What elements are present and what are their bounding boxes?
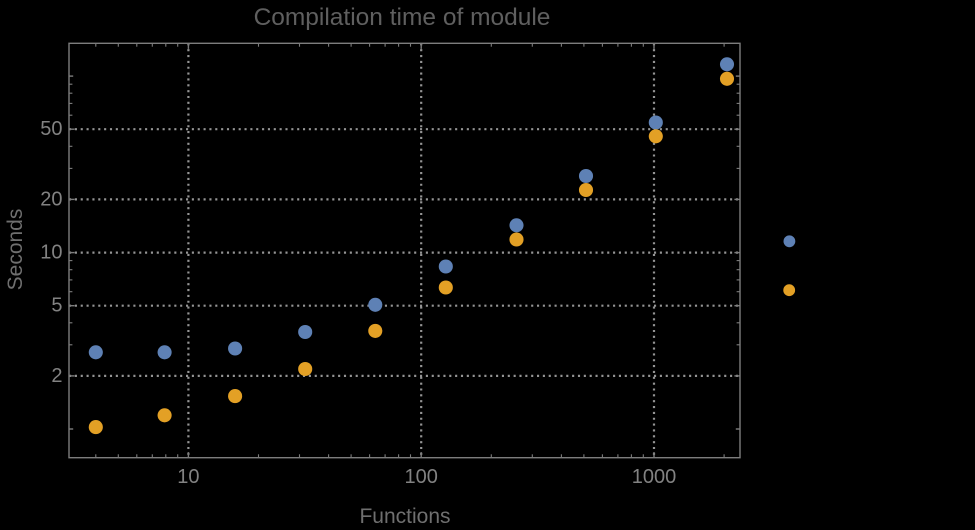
svg-text:1000: 1000	[632, 466, 677, 488]
svg-text:2: 2	[51, 365, 62, 387]
svg-text:100: 100	[405, 466, 438, 488]
svg-text:10: 10	[177, 466, 199, 488]
svg-text:20: 20	[40, 188, 62, 210]
svg-text:5: 5	[51, 295, 62, 317]
svg-text:50: 50	[40, 118, 62, 140]
svg-text:10: 10	[40, 241, 62, 263]
svg-text:Compilation time of module: Compilation time of module	[254, 4, 551, 31]
svg-text:Functions: Functions	[359, 505, 450, 525]
svg-text:Seconds: Seconds	[4, 209, 27, 291]
